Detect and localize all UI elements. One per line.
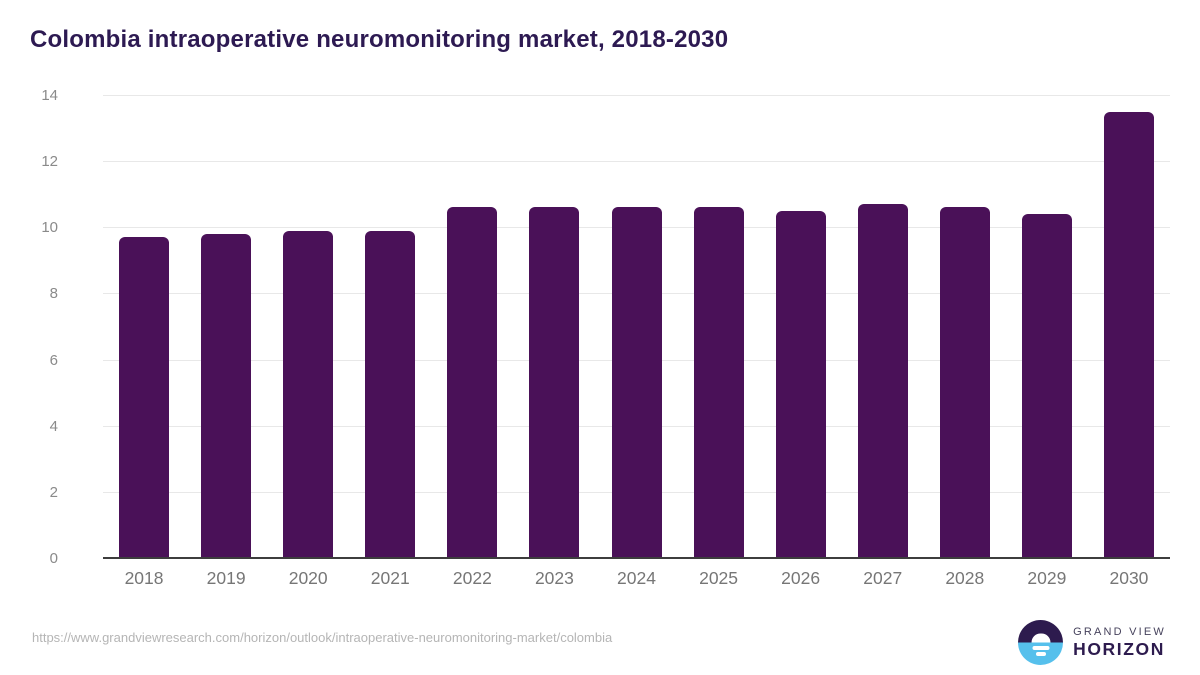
x-tick-label-2020: 2020 (288, 568, 328, 588)
sun-arc-shape (1031, 633, 1051, 643)
y-tick-label-6: 6 (49, 351, 58, 369)
x-tick-label-2021: 2021 (370, 568, 410, 588)
gridline-12 (103, 161, 1170, 163)
y-tick-label-4: 4 (49, 417, 58, 435)
grand-view-horizon-logo: GRAND VIEW HORIZON (1018, 620, 1166, 665)
gridline-14 (103, 95, 1170, 96)
x-tick-label-2025: 2025 (699, 568, 739, 588)
bar-2025 (693, 207, 744, 558)
bar-2029 (1021, 214, 1072, 558)
bar-2018 (119, 237, 170, 558)
y-tick-label-14: 14 (41, 87, 58, 104)
y-tick-label-2: 2 (49, 483, 58, 501)
x-tick-label-2030: 2030 (1109, 568, 1149, 588)
bar-2024 (611, 207, 662, 558)
x-tick-label-2028: 2028 (945, 568, 985, 588)
y-tick-label-12: 12 (41, 153, 58, 171)
logo-brand-name: GRAND VIEW (1073, 626, 1166, 638)
plot-area: 0 2 4 6 8 10 12 14 2018 2019 2020 2021 2022 2023 2024… (41, 88, 1170, 588)
bar-2026 (775, 210, 826, 558)
y-tick-label-8: 8 (49, 285, 58, 303)
bar-2020 (283, 230, 334, 558)
bar-2021 (365, 230, 416, 558)
water-ripple-shape (1035, 652, 1046, 656)
logo-product-name: HORIZON (1073, 639, 1165, 659)
x-tick-label-2022: 2022 (452, 568, 492, 588)
x-tick-label-2026: 2026 (781, 568, 821, 588)
x-tick-label-2024: 2024 (617, 568, 656, 588)
x-tick-label-2027: 2027 (863, 568, 903, 588)
bar-2019 (201, 233, 252, 558)
bar-2023 (529, 207, 580, 558)
x-tick-label-2029: 2029 (1027, 568, 1067, 588)
bar-2030 (1103, 111, 1154, 558)
horizon-sunrise-icon (1018, 620, 1064, 665)
chart-title: Colombia intraoperative neuromonitoring … (30, 26, 729, 53)
x-tick-label-2018: 2018 (124, 568, 164, 588)
logo-wordmark: GRAND VIEW HORIZON (1073, 625, 1166, 660)
bar-2028 (939, 207, 990, 558)
y-tick-label-0: 0 (49, 550, 58, 567)
water-ripple-shape (1032, 646, 1050, 650)
y-tick-label-10: 10 (41, 219, 58, 237)
x-tick-label-2023: 2023 (534, 568, 574, 588)
x-tick-label-2019: 2019 (206, 568, 246, 588)
x-axis-line (103, 557, 1170, 559)
bar-2022 (447, 207, 498, 558)
bar-2027 (857, 204, 908, 558)
source-url: https://www.grandviewresearch.com/horizo… (32, 630, 613, 645)
